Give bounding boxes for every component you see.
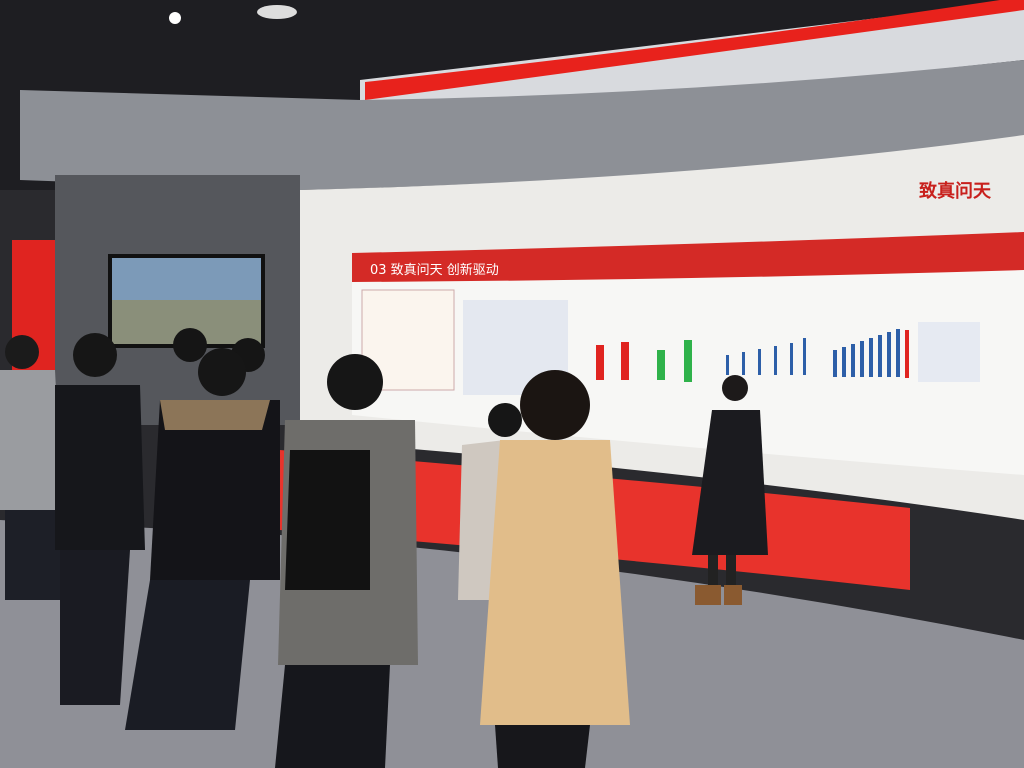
decor-bar xyxy=(905,330,909,378)
decor-bar xyxy=(684,340,692,382)
red-light-strip xyxy=(365,0,1024,100)
decor-bar xyxy=(657,350,665,380)
board-heading: 03 致真问天 创新驱动 xyxy=(370,262,499,278)
decor-bars xyxy=(726,329,900,377)
board-banner xyxy=(352,232,1024,282)
table-panel xyxy=(918,322,980,382)
upper-wall xyxy=(20,60,1024,190)
ceiling-light xyxy=(169,12,181,24)
visitors xyxy=(0,328,630,768)
ceiling-light xyxy=(257,5,297,19)
wall-title: 致真问天 xyxy=(919,180,992,202)
guide xyxy=(692,375,768,605)
decor-bar xyxy=(621,342,629,380)
decor-bar xyxy=(596,345,604,380)
